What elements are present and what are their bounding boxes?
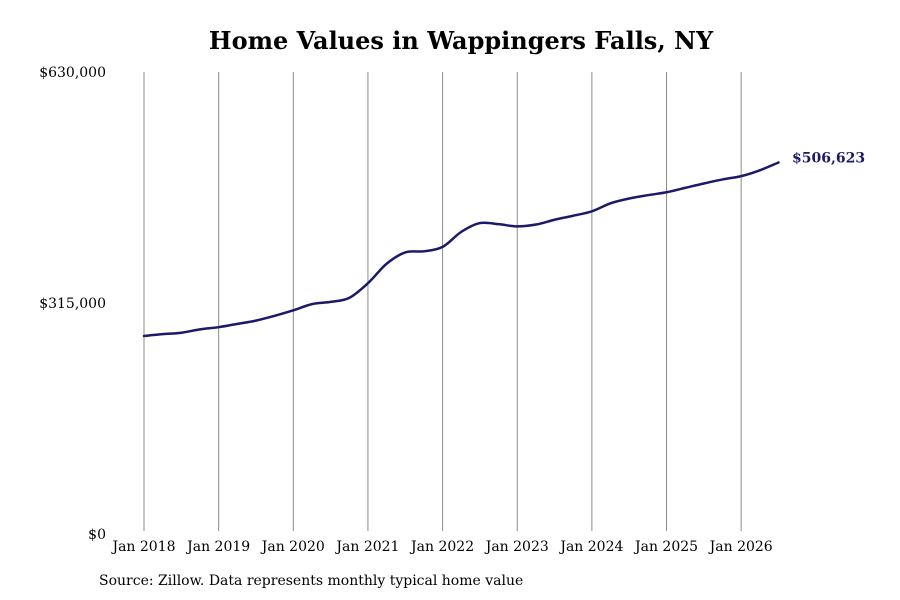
end-value-label: $506,623 [792,150,865,166]
y-axis-ticks: $0 $315,000 $630,000 [39,65,106,543]
source-note: Source: Zillow. Data represents monthly … [99,573,524,589]
y-tick-label: $0 [88,527,106,543]
home-value-line [142,161,780,338]
x-tick-label: Jan 2020 [260,539,325,555]
series-group [142,161,780,338]
x-tick-label: Jan 2022 [409,539,474,555]
x-tick-label: Jan 2025 [633,539,698,555]
x-tick-label: Jan 2021 [334,539,399,555]
x-tick-label: Jan 2024 [558,539,623,555]
gridlines [143,72,742,531]
x-axis-ticks: Jan 2018 Jan 2019 Jan 2020 Jan 2021 Jan 2022… [110,539,772,555]
x-tick-label: Jan 2023 [484,539,549,555]
end-value-group: $506,623 [792,150,865,166]
y-tick-label: $315,000 [39,296,106,312]
x-tick-label: Jan 2019 [185,539,250,555]
y-tick-label: $630,000 [39,65,106,81]
x-tick-label: Jan 2018 [110,539,175,555]
chart-title: Home Values in Wappingers Falls, NY [208,26,714,55]
x-tick-label: Jan 2026 [708,539,773,555]
